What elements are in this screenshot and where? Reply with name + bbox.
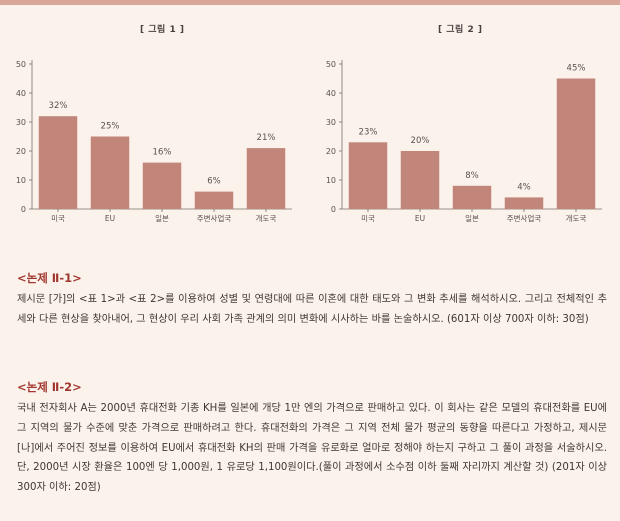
x-tick-label: EU — [415, 214, 425, 223]
bar — [38, 116, 78, 209]
bar — [142, 162, 182, 209]
question-2-1-section: <논제 Ⅱ-1> 제시문 [가]의 <표 1>과 <표 2>를 이용하여 성별 … — [17, 270, 607, 330]
y-tick-label: 40 — [326, 89, 336, 98]
data-label: 25% — [101, 122, 120, 132]
bar — [400, 151, 440, 209]
x-tick-label: 주변사업국 — [507, 214, 542, 223]
figure-1-bar-chart: 0 10 20 30 40 50 32% 미국 25% EU 16% 일본 6% 주변사업국 21% 개도국 — [16, 60, 292, 223]
figure-1-title: [ 그림 1 ] — [140, 25, 185, 35]
question-2-2-heading: <논제 Ⅱ-2> — [17, 380, 82, 394]
figure-2-title: [ 그림 2 ] — [438, 25, 483, 35]
x-tick-label: EU — [105, 214, 115, 223]
bar — [90, 136, 130, 209]
data-label: 21% — [257, 133, 276, 143]
bar — [348, 142, 388, 209]
data-label: 16% — [153, 148, 172, 158]
data-label: 32% — [49, 101, 68, 111]
y-tick-label: 10 — [326, 176, 336, 185]
figure-2-bar-chart: 0 10 20 30 40 50 23% 미국 20% EU 8% 일본 4% 주변사업국 45% 개도국 — [326, 60, 602, 223]
bar — [246, 148, 286, 209]
y-tick-label: 20 — [326, 147, 336, 156]
data-label: 8% — [465, 171, 479, 181]
y-tick-label: 30 — [326, 118, 336, 127]
y-tick-label: 30 — [16, 118, 26, 127]
x-tick-label: 일본 — [155, 214, 169, 223]
x-tick-label: 미국 — [51, 214, 65, 223]
x-tick-label: 일본 — [465, 214, 479, 223]
y-tick-label: 40 — [16, 89, 26, 98]
y-tick-label: 0 — [331, 205, 336, 214]
y-tick-label: 0 — [21, 205, 26, 214]
top-accent-bar — [0, 0, 620, 5]
bar — [504, 197, 544, 209]
question-2-1-heading: <논제 Ⅱ-1> — [17, 271, 82, 285]
x-tick-label: 개도국 — [566, 213, 587, 223]
bar — [452, 185, 492, 209]
question-2-2-body: 국내 전자회사 A는 2000년 휴대전화 기종 KH를 일본에 개당 1만 엔… — [17, 403, 607, 494]
y-tick-label: 20 — [16, 147, 26, 156]
x-tick-label: 개도국 — [256, 213, 277, 223]
y-tick-label: 50 — [16, 60, 26, 69]
question-2-1-body: 제시문 [가]의 <표 1>과 <표 2>를 이용하여 성별 및 연령대에 따른… — [17, 294, 607, 325]
data-label: 20% — [411, 136, 430, 146]
x-tick-label: 미국 — [361, 214, 375, 223]
x-tick-label: 주변사업국 — [197, 214, 232, 223]
question-2-2-section: <논제 Ⅱ-2> 국내 전자회사 A는 2000년 휴대전화 기종 KH를 일본… — [17, 379, 607, 498]
bar — [194, 191, 234, 209]
data-label: 45% — [567, 64, 586, 74]
y-tick-label: 10 — [16, 176, 26, 185]
data-label: 4% — [517, 182, 531, 192]
y-tick-label: 50 — [326, 60, 336, 69]
bar — [556, 78, 596, 209]
data-label: 23% — [359, 127, 378, 137]
data-label: 6% — [207, 177, 221, 187]
